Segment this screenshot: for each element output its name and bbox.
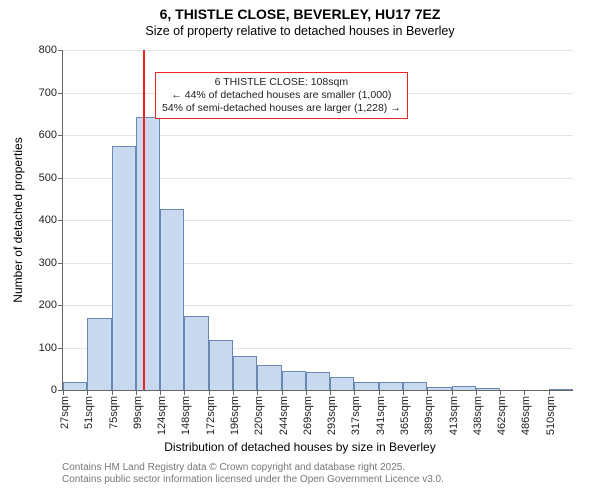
x-tick-mark xyxy=(87,390,88,395)
histogram-bar xyxy=(403,382,427,390)
histogram-bar xyxy=(427,387,451,390)
histogram-bar xyxy=(452,386,476,390)
histogram-bar xyxy=(233,356,257,390)
x-tick-label: 317sqm xyxy=(350,396,362,435)
x-tick-mark xyxy=(257,390,258,395)
annotation-line: 54% of semi-detached houses are larger (… xyxy=(162,102,401,115)
x-tick-mark xyxy=(282,390,283,395)
x-tick-label: 438sqm xyxy=(472,396,484,435)
annotation-line: 6 THISTLE CLOSE: 108sqm xyxy=(162,76,401,89)
histogram-bar xyxy=(184,316,208,390)
x-tick-mark xyxy=(500,390,501,395)
y-axis-label: Number of detached properties xyxy=(11,137,25,302)
x-tick-mark xyxy=(452,390,453,395)
histogram-bar xyxy=(87,318,111,390)
annotation-box: 6 THISTLE CLOSE: 108sqm← 44% of detached… xyxy=(155,72,408,119)
x-tick-label: 413sqm xyxy=(448,396,460,435)
chart-container: 6, THISTLE CLOSE, BEVERLEY, HU17 7EZ Siz… xyxy=(0,0,600,500)
annotation-line: ← 44% of detached houses are smaller (1,… xyxy=(162,89,401,102)
property-marker-line xyxy=(143,50,145,390)
gridline xyxy=(63,50,573,51)
x-tick-mark xyxy=(427,390,428,395)
x-tick-label: 51sqm xyxy=(83,396,95,429)
footer-line-1: Contains HM Land Registry data © Crown c… xyxy=(62,462,444,474)
chart-title: 6, THISTLE CLOSE, BEVERLEY, HU17 7EZ xyxy=(0,6,600,22)
x-tick-mark xyxy=(184,390,185,395)
histogram-bar xyxy=(476,388,500,390)
x-tick-label: 75sqm xyxy=(108,396,120,429)
x-tick-label: 148sqm xyxy=(180,396,192,435)
histogram-bar xyxy=(282,371,306,390)
footer-attribution: Contains HM Land Registry data © Crown c… xyxy=(62,462,444,486)
x-tick-label: 365sqm xyxy=(399,396,411,435)
x-tick-mark xyxy=(306,390,307,395)
x-tick-label: 99sqm xyxy=(132,396,144,429)
histogram-bar xyxy=(354,382,378,391)
x-tick-mark xyxy=(63,390,64,395)
histogram-bar xyxy=(209,340,233,390)
x-tick-label: 389sqm xyxy=(423,396,435,435)
x-tick-label: 196sqm xyxy=(229,396,241,435)
x-tick-mark xyxy=(209,390,210,395)
x-tick-label: 293sqm xyxy=(326,396,338,435)
x-tick-mark xyxy=(112,390,113,395)
x-tick-label: 124sqm xyxy=(156,396,168,435)
x-tick-mark xyxy=(549,390,550,395)
x-tick-mark xyxy=(160,390,161,395)
chart-subtitle: Size of property relative to detached ho… xyxy=(0,24,600,38)
x-tick-mark xyxy=(379,390,380,395)
x-tick-label: 341sqm xyxy=(375,396,387,435)
x-tick-label: 244sqm xyxy=(278,396,290,435)
histogram-bar xyxy=(306,372,330,390)
x-tick-label: 462sqm xyxy=(496,396,508,435)
x-tick-mark xyxy=(233,390,234,395)
x-tick-mark xyxy=(403,390,404,395)
x-tick-label: 220sqm xyxy=(253,396,265,435)
x-tick-mark xyxy=(354,390,355,395)
histogram-bar xyxy=(549,389,573,390)
plot-area: 010020030040050060070080027sqm51sqm75sqm… xyxy=(62,50,573,391)
footer-line-2: Contains public sector information licen… xyxy=(62,474,444,486)
histogram-bar xyxy=(257,365,281,391)
histogram-bar xyxy=(136,117,160,390)
histogram-bar xyxy=(379,382,403,390)
histogram-bar xyxy=(330,377,354,390)
x-tick-label: 172sqm xyxy=(205,396,217,435)
histogram-bar xyxy=(63,382,87,391)
x-tick-mark xyxy=(136,390,137,395)
x-tick-mark xyxy=(476,390,477,395)
x-tick-label: 27sqm xyxy=(59,396,71,429)
histogram-bar xyxy=(160,209,184,390)
histogram-bar xyxy=(112,146,136,390)
x-tick-mark xyxy=(330,390,331,395)
x-tick-label: 486sqm xyxy=(520,396,532,435)
x-tick-label: 510sqm xyxy=(545,396,557,435)
x-tick-mark xyxy=(524,390,525,395)
x-axis-label: Distribution of detached houses by size … xyxy=(0,440,600,454)
x-tick-label: 269sqm xyxy=(302,396,314,435)
